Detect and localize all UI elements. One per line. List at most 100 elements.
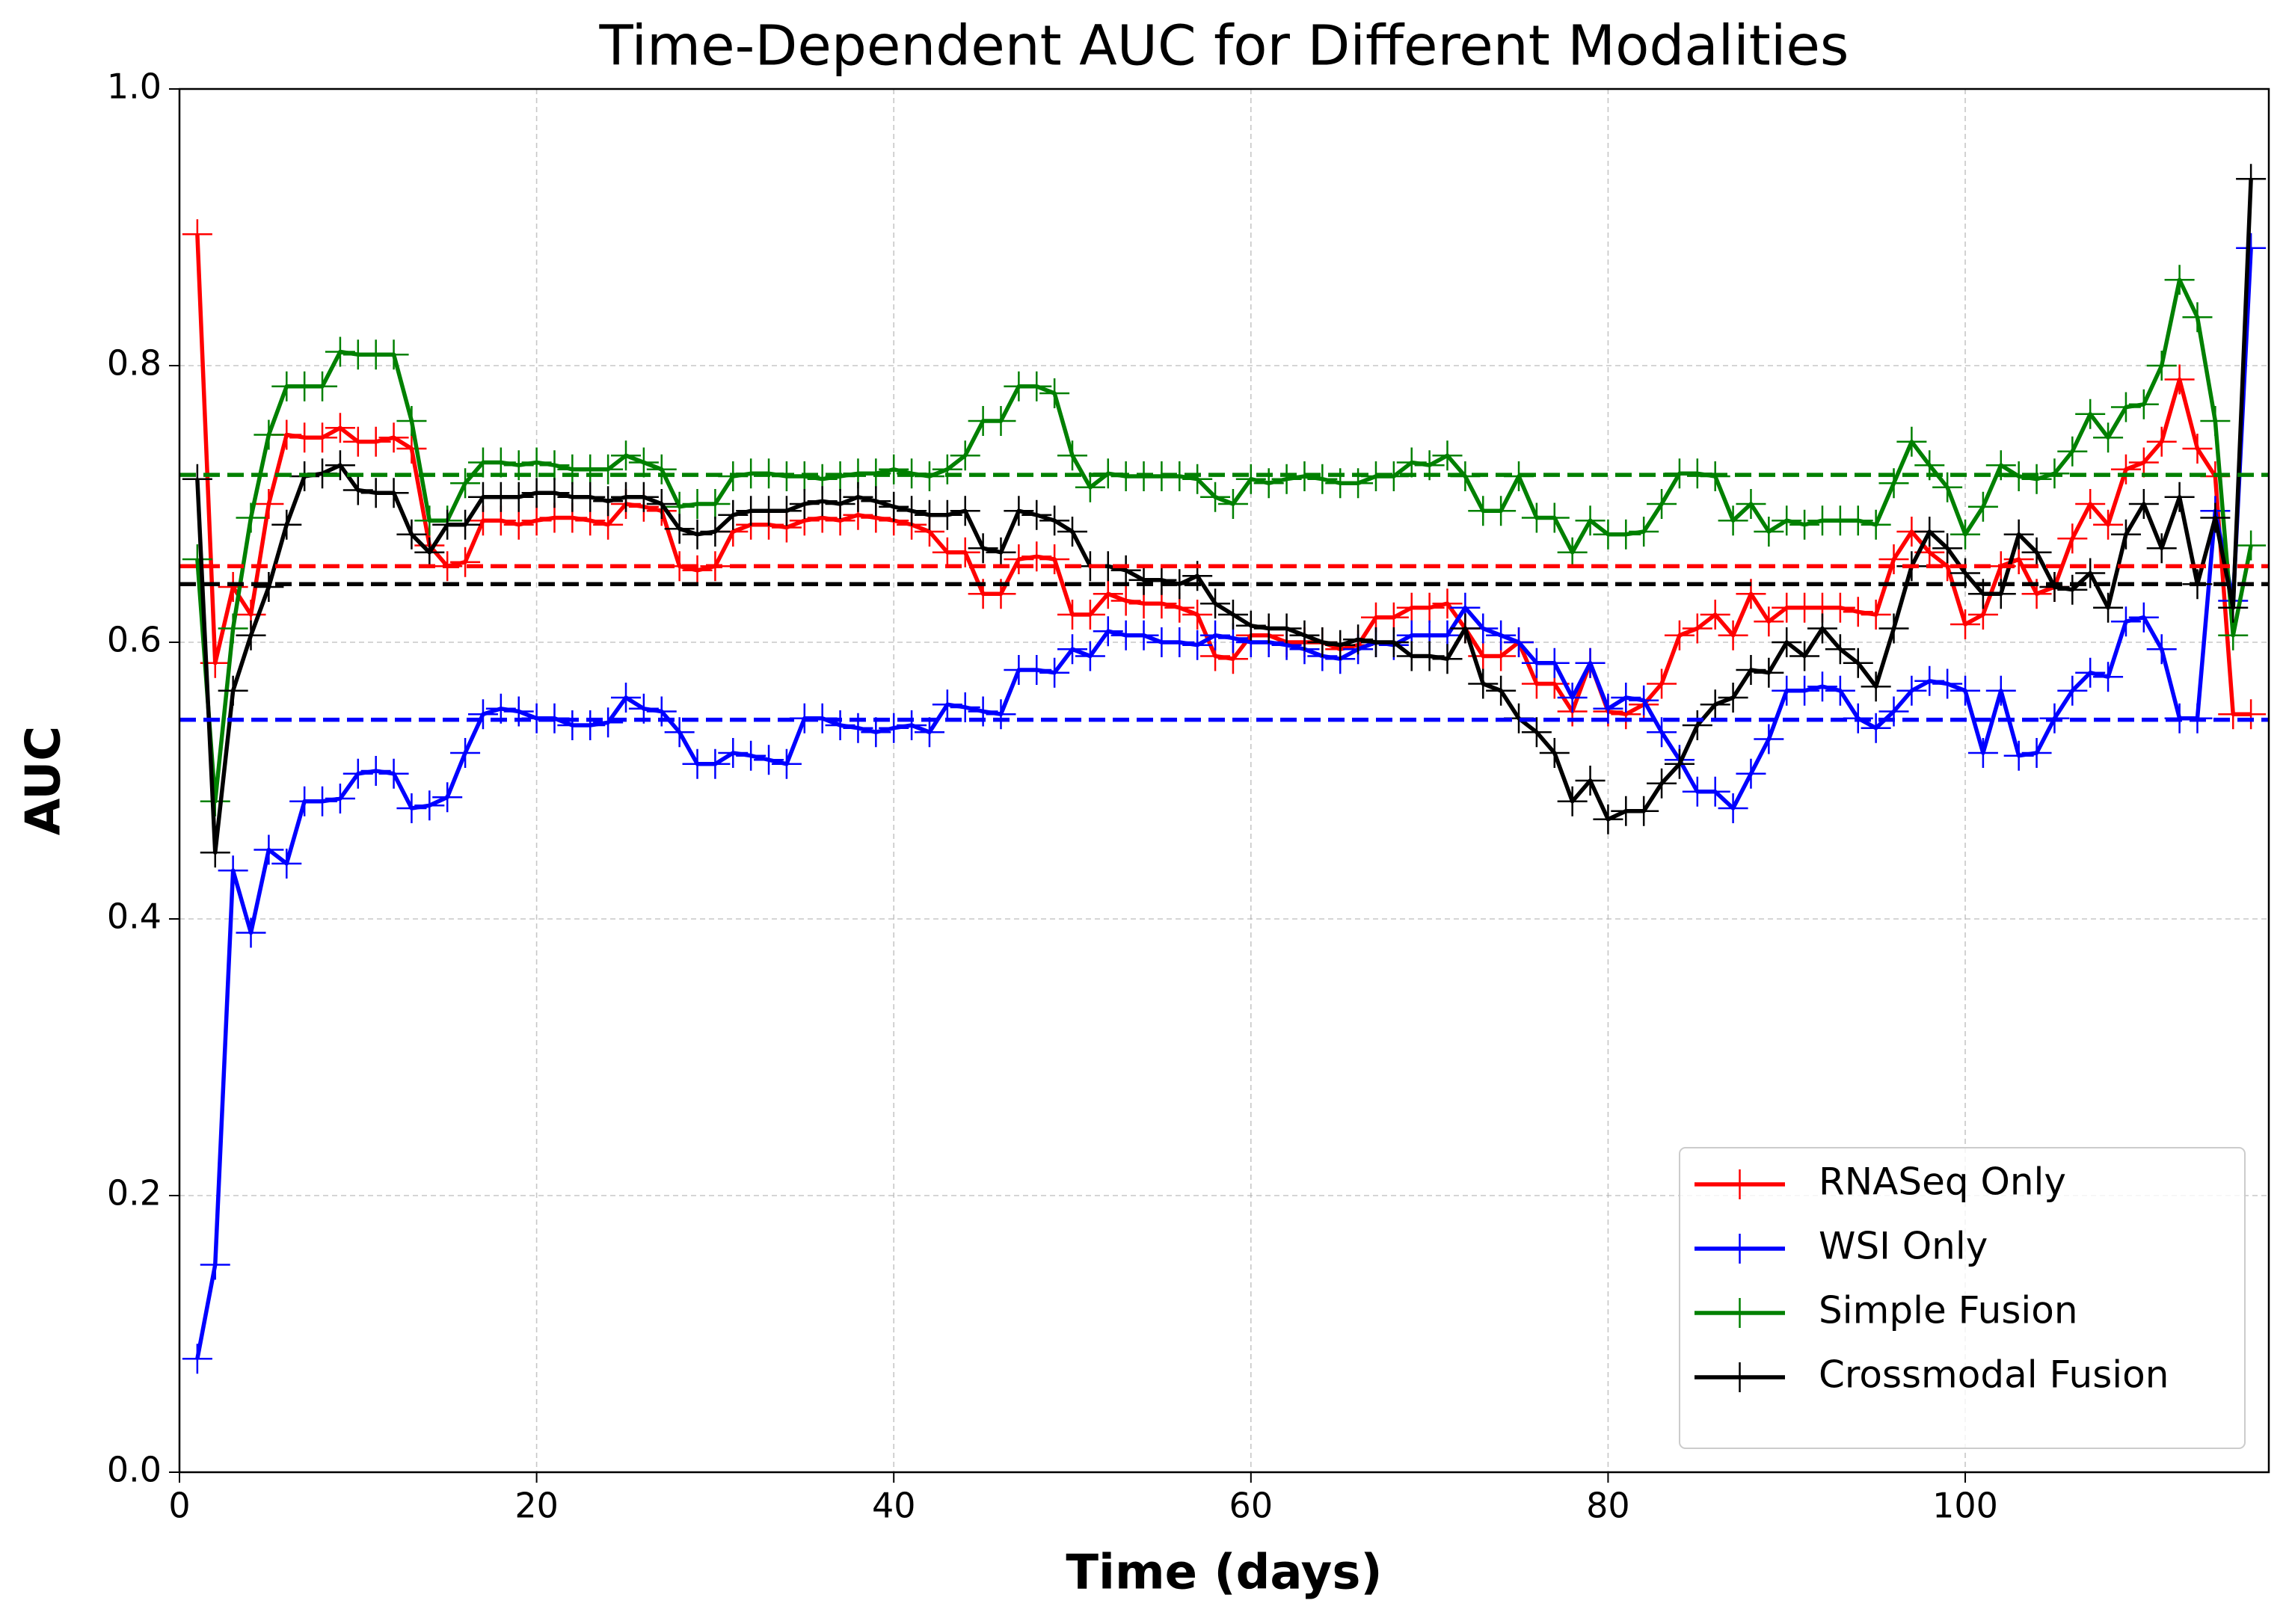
marker [575, 710, 606, 740]
marker [1861, 671, 1891, 702]
marker [1789, 675, 1820, 706]
marker [1754, 517, 1784, 547]
marker [1682, 710, 1712, 740]
marker [914, 717, 944, 748]
marker [1629, 517, 1659, 547]
marker [1343, 624, 1374, 655]
marker [664, 717, 695, 748]
marker [1629, 796, 1659, 826]
marker [182, 544, 212, 574]
marker [2021, 537, 2052, 568]
marker [182, 219, 212, 250]
marker [1682, 613, 1712, 644]
marker [682, 555, 713, 585]
marker [2218, 620, 2249, 650]
marker [950, 692, 980, 722]
marker [503, 509, 534, 540]
marker [1432, 588, 1463, 619]
marker [2110, 519, 2141, 550]
marker [879, 454, 909, 485]
marker [1700, 776, 1730, 807]
marker [1307, 627, 1338, 657]
marker [1378, 627, 1409, 657]
marker [2057, 436, 2088, 467]
marker [236, 917, 266, 948]
y-tick-label: 0.6 [107, 620, 162, 660]
marker [593, 707, 624, 738]
marker [1825, 675, 1855, 706]
marker [342, 758, 373, 789]
marker [1718, 793, 1748, 823]
marker [1896, 426, 1927, 457]
x-axis-label: Time (days) [1066, 1545, 1382, 1601]
marker [2182, 302, 2213, 333]
marker [1950, 609, 1981, 639]
marker [700, 517, 731, 547]
marker [1110, 555, 1141, 585]
marker [771, 496, 802, 526]
marker [1450, 613, 1481, 644]
marker [1878, 544, 1909, 574]
marker [539, 478, 570, 508]
x-tick-label: 40 [872, 1486, 916, 1526]
marker [467, 699, 498, 730]
marker [1200, 588, 1231, 619]
marker [1057, 634, 1088, 665]
marker [1861, 600, 1891, 630]
marker [1593, 693, 1623, 724]
marker [2039, 572, 2070, 602]
marker [378, 339, 409, 370]
marker [2075, 399, 2106, 429]
legend-label: Simple Fusion [1819, 1289, 2078, 1332]
y-axis-label: AUC [16, 726, 72, 836]
y-tick-label: 0.8 [107, 343, 162, 384]
marker [1021, 541, 1052, 572]
marker [1182, 630, 1213, 660]
marker [2075, 489, 2106, 519]
marker [897, 496, 927, 526]
marker [2075, 657, 2106, 688]
marker [1950, 675, 1981, 706]
plot-frame [178, 87, 2270, 1474]
marker [1039, 505, 1070, 536]
marker [414, 790, 445, 821]
marker [1843, 597, 1873, 627]
marker [307, 422, 338, 453]
marker [2182, 434, 2213, 464]
marker [1700, 689, 1730, 720]
marker [325, 413, 355, 443]
marker [1432, 644, 1463, 674]
marker [200, 1249, 230, 1280]
marker [2128, 447, 2159, 478]
marker [1664, 620, 1695, 650]
marker [1396, 447, 1427, 478]
marker [271, 849, 302, 879]
marker [807, 486, 838, 517]
marker [1807, 613, 1837, 644]
legend-marker [1724, 1298, 1755, 1328]
marker [1664, 748, 1695, 779]
marker [236, 502, 266, 533]
marker [1967, 491, 1998, 522]
marker [218, 613, 248, 644]
marker [646, 454, 677, 485]
marker [1271, 464, 1302, 494]
marker [2110, 606, 2141, 637]
marker [1843, 505, 1873, 536]
marker [1486, 496, 1517, 526]
marker [218, 855, 248, 886]
marker [2003, 740, 2034, 771]
legend-label: Crossmodal Fusion [1819, 1353, 2169, 1397]
marker [1325, 630, 1356, 660]
marker [1825, 592, 1855, 623]
marker [1736, 655, 1766, 685]
marker [1075, 641, 1105, 671]
marker [1468, 668, 1499, 699]
marker [2164, 482, 2195, 512]
legend-marker [1724, 1169, 1755, 1199]
y-tick-label: 0.4 [107, 896, 162, 937]
marker [1521, 717, 1552, 748]
marker [360, 756, 391, 787]
marker [2057, 523, 2088, 554]
marker [1539, 738, 1570, 768]
